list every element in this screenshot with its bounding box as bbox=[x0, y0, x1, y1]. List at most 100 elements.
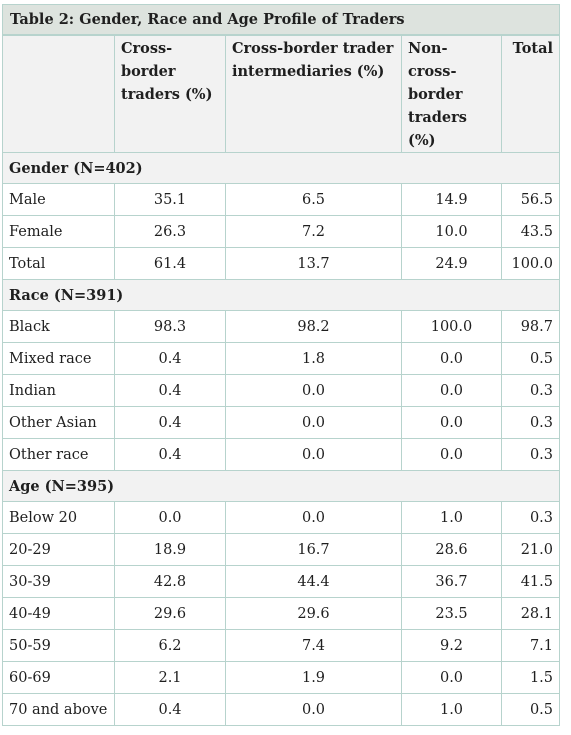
table-cell: 0.0 bbox=[225, 438, 402, 471]
table-cell: 26.3 bbox=[114, 215, 226, 248]
table-cell: 100.0 bbox=[501, 247, 560, 280]
header-line: border bbox=[121, 63, 176, 80]
table-row: 50-59 6.2 7.4 9.2 7.1 bbox=[2, 629, 560, 662]
table-cell: 0.4 bbox=[114, 374, 226, 407]
table-cell: 16.7 bbox=[225, 533, 402, 566]
table-cell: 0.0 bbox=[225, 374, 402, 407]
table-cell: 61.4 bbox=[114, 247, 226, 280]
table-row: Total 61.4 13.7 24.9 100.0 bbox=[2, 247, 560, 280]
table-row: Other race 0.4 0.0 0.0 0.3 bbox=[2, 438, 560, 471]
section-title: Age (N=395) bbox=[2, 470, 560, 502]
table-cell: 6.2 bbox=[114, 629, 226, 662]
table-cell: 0.0 bbox=[401, 406, 502, 439]
table-cell: 0.5 bbox=[501, 342, 560, 375]
row-label: Other race bbox=[2, 438, 115, 471]
section-row: Age (N=395) bbox=[2, 470, 560, 502]
header-line: Cross-border trader bbox=[232, 40, 394, 57]
table-cell: 43.5 bbox=[501, 215, 560, 248]
table-cell: 21.0 bbox=[501, 533, 560, 566]
row-label: Mixed race bbox=[2, 342, 115, 375]
header-line: traders (%) bbox=[121, 86, 213, 103]
table-cell: 1.8 bbox=[225, 342, 402, 375]
row-label: 30-39 bbox=[2, 565, 115, 598]
header-line: border bbox=[408, 86, 463, 103]
table-cell: 98.7 bbox=[501, 310, 560, 343]
table-row: Other Asian 0.4 0.0 0.0 0.3 bbox=[2, 406, 560, 439]
row-label: Below 20 bbox=[2, 501, 115, 534]
section-row: Race (N=391) bbox=[2, 279, 560, 311]
section-title: Gender (N=402) bbox=[2, 152, 560, 184]
header-non-cross-border-traders: Non-cross-border traders (%) bbox=[401, 34, 502, 153]
table-row: Black 98.3 98.2 100.0 98.7 bbox=[2, 310, 560, 343]
trader-profile-table: Table 2: Gender, Race and Age Profile of… bbox=[2, 4, 560, 726]
header-line: Non-cross- bbox=[408, 40, 457, 80]
table-cell: 0.5 bbox=[501, 693, 560, 726]
table-cell: 98.3 bbox=[114, 310, 226, 343]
table-cell: 1.0 bbox=[401, 693, 502, 726]
table-cell: 100.0 bbox=[401, 310, 502, 343]
header-line: Cross- bbox=[121, 40, 173, 57]
row-label: 70 and above bbox=[2, 693, 115, 726]
table-row: 60-69 2.1 1.9 0.0 1.5 bbox=[2, 661, 560, 694]
table-cell: 0.0 bbox=[401, 661, 502, 694]
table-caption-row: Table 2: Gender, Race and Age Profile of… bbox=[2, 4, 560, 36]
row-label: 40-49 bbox=[2, 597, 115, 630]
table-container: Table 2: Gender, Race and Age Profile of… bbox=[2, 4, 560, 726]
table-row: 70 and above 0.4 0.0 1.0 0.5 bbox=[2, 693, 560, 726]
table-cell: 29.6 bbox=[114, 597, 226, 630]
table-cell: 7.1 bbox=[501, 629, 560, 662]
table-cell: 0.3 bbox=[501, 438, 560, 471]
header-line: Total bbox=[512, 40, 553, 57]
table-cell: 7.4 bbox=[225, 629, 402, 662]
table-cell: 1.9 bbox=[225, 661, 402, 694]
table-row: 40-49 29.6 29.6 23.5 28.1 bbox=[2, 597, 560, 630]
row-label: Indian bbox=[2, 374, 115, 407]
header-line: intermediaries (%) bbox=[232, 63, 385, 80]
table-cell: 2.1 bbox=[114, 661, 226, 694]
table-cell: 1.5 bbox=[501, 661, 560, 694]
table-cell: 14.9 bbox=[401, 183, 502, 216]
table-cell: 6.5 bbox=[225, 183, 402, 216]
table-cell: 36.7 bbox=[401, 565, 502, 598]
table-cell: 56.5 bbox=[501, 183, 560, 216]
header-total: Total bbox=[501, 34, 560, 153]
header-intermediaries: Cross-border trader intermediaries (%) bbox=[225, 34, 402, 153]
row-label: Other Asian bbox=[2, 406, 115, 439]
table-cell: 28.6 bbox=[401, 533, 502, 566]
row-label: Female bbox=[2, 215, 115, 248]
table-cell: 10.0 bbox=[401, 215, 502, 248]
table-cell: 0.0 bbox=[225, 406, 402, 439]
table-cell: 1.0 bbox=[401, 501, 502, 534]
table-row: Female 26.3 7.2 10.0 43.5 bbox=[2, 215, 560, 248]
table-row: 30-39 42.8 44.4 36.7 41.5 bbox=[2, 565, 560, 598]
table-cell: 0.4 bbox=[114, 406, 226, 439]
table-cell: 29.6 bbox=[225, 597, 402, 630]
table-row: Indian 0.4 0.0 0.0 0.3 bbox=[2, 374, 560, 407]
row-label: 60-69 bbox=[2, 661, 115, 694]
table-cell: 0.0 bbox=[401, 374, 502, 407]
header-cross-border-traders: Cross-border traders (%) bbox=[114, 34, 226, 153]
row-label: Total bbox=[2, 247, 115, 280]
table-cell: 28.1 bbox=[501, 597, 560, 630]
table-cell: 18.9 bbox=[114, 533, 226, 566]
table-cell: 7.2 bbox=[225, 215, 402, 248]
table-cell: 41.5 bbox=[501, 565, 560, 598]
row-label: Black bbox=[2, 310, 115, 343]
table-cell: 9.2 bbox=[401, 629, 502, 662]
table-cell: 42.8 bbox=[114, 565, 226, 598]
section-title: Race (N=391) bbox=[2, 279, 560, 311]
table-cell: 0.0 bbox=[225, 693, 402, 726]
table-cell: 0.0 bbox=[225, 501, 402, 534]
table-cell: 0.0 bbox=[401, 438, 502, 471]
table-cell: 35.1 bbox=[114, 183, 226, 216]
column-header-row: Cross-border traders (%) Cross-border trad… bbox=[2, 34, 560, 153]
table-cell: 23.5 bbox=[401, 597, 502, 630]
table-caption: Table 2: Gender, Race and Age Profile of… bbox=[2, 4, 560, 36]
header-blank bbox=[2, 34, 115, 153]
table-cell: 44.4 bbox=[225, 565, 402, 598]
table-cell: 0.0 bbox=[401, 342, 502, 375]
table-cell: 0.3 bbox=[501, 406, 560, 439]
table-cell: 0.4 bbox=[114, 693, 226, 726]
table-cell: 24.9 bbox=[401, 247, 502, 280]
table-cell: 0.0 bbox=[114, 501, 226, 534]
